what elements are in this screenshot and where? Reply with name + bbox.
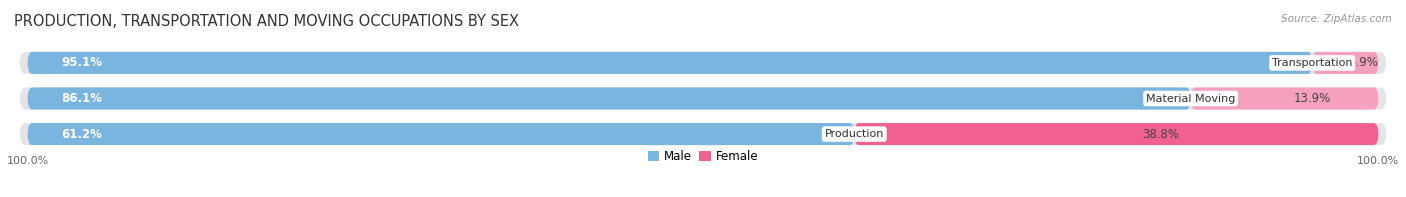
- FancyBboxPatch shape: [28, 87, 1191, 110]
- FancyBboxPatch shape: [20, 52, 1386, 74]
- Text: Material Moving: Material Moving: [1146, 94, 1236, 103]
- Text: 61.2%: 61.2%: [62, 128, 103, 141]
- Text: Source: ZipAtlas.com: Source: ZipAtlas.com: [1281, 14, 1392, 24]
- FancyBboxPatch shape: [28, 123, 855, 145]
- FancyBboxPatch shape: [20, 87, 1386, 110]
- FancyBboxPatch shape: [20, 123, 1386, 145]
- Text: 4.9%: 4.9%: [1348, 56, 1378, 69]
- Text: 38.8%: 38.8%: [1143, 128, 1180, 141]
- FancyBboxPatch shape: [1312, 52, 1378, 74]
- Text: Transportation: Transportation: [1272, 58, 1353, 68]
- FancyBboxPatch shape: [28, 52, 1312, 74]
- Text: 86.1%: 86.1%: [62, 92, 103, 105]
- Text: Production: Production: [824, 129, 884, 139]
- FancyBboxPatch shape: [1191, 87, 1378, 110]
- Legend: Male, Female: Male, Female: [643, 145, 763, 168]
- Text: 13.9%: 13.9%: [1294, 92, 1331, 105]
- Text: 95.1%: 95.1%: [62, 56, 103, 69]
- FancyBboxPatch shape: [855, 123, 1378, 145]
- Text: PRODUCTION, TRANSPORTATION AND MOVING OCCUPATIONS BY SEX: PRODUCTION, TRANSPORTATION AND MOVING OC…: [14, 14, 519, 29]
